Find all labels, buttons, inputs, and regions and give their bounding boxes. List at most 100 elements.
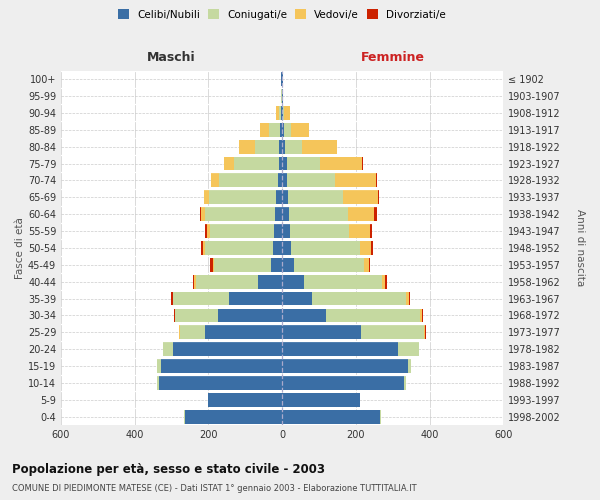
Bar [370,224,372,238]
Bar [290,123,309,136]
Bar [364,258,369,272]
Bar [281,72,282,86]
Bar [258,275,282,288]
Bar [278,156,282,170]
Bar [274,224,282,238]
Bar [361,326,424,339]
Bar [205,326,282,339]
Bar [229,292,282,306]
Bar [282,410,380,424]
Text: Maschi: Maschi [147,50,196,64]
Bar [279,106,281,120]
Bar [378,190,379,204]
Bar [287,156,320,170]
Bar [273,241,282,255]
Y-axis label: Fasce di età: Fasce di età [15,217,25,279]
Bar [282,275,304,288]
Bar [157,376,159,390]
Bar [281,106,282,120]
Bar [211,174,219,188]
Bar [282,190,288,204]
Bar [421,308,422,322]
Bar [371,241,373,255]
Bar [214,258,271,272]
Bar [282,292,311,306]
Text: COMUNE DI PIEDIMONTE MATESE (CE) - Dati ISTAT 1° gennaio 2003 - Elaborazione TUT: COMUNE DI PIEDIMONTE MATESE (CE) - Dati … [12,484,416,493]
Bar [218,308,282,322]
Bar [284,123,290,136]
Bar [424,326,425,339]
Bar [212,258,214,272]
Bar [275,190,282,204]
Bar [282,308,326,322]
Bar [201,207,205,221]
Bar [269,123,280,136]
Bar [224,156,234,170]
Bar [406,292,409,306]
Text: Popolazione per età, sesso e stato civile - 2003: Popolazione per età, sesso e stato civil… [12,462,325,475]
Y-axis label: Anni di nascita: Anni di nascita [575,210,585,286]
Bar [185,410,282,424]
Bar [282,72,283,86]
Bar [159,376,282,390]
Bar [359,393,361,406]
Bar [282,156,287,170]
Text: Femmine: Femmine [361,50,425,64]
Bar [288,190,343,204]
Bar [205,224,206,238]
Bar [219,174,278,188]
Bar [282,326,361,339]
Bar [161,359,282,373]
Bar [311,292,406,306]
Bar [234,156,278,170]
Bar [422,308,423,322]
Bar [348,207,374,221]
Bar [194,275,196,288]
Bar [374,207,377,221]
Bar [382,275,385,288]
Bar [209,190,275,204]
Bar [276,106,279,120]
Bar [349,224,370,238]
Bar [398,342,419,356]
Bar [206,224,209,238]
Bar [404,376,406,390]
Bar [425,326,426,339]
Bar [369,258,370,272]
Bar [180,326,205,339]
Bar [280,123,282,136]
Bar [326,308,421,322]
Bar [282,393,359,406]
Bar [171,292,173,306]
Bar [282,106,283,120]
Bar [200,207,201,221]
Bar [376,174,377,188]
Bar [343,190,378,204]
Bar [283,106,284,120]
Bar [282,140,285,153]
Bar [282,174,287,188]
Bar [271,258,282,272]
Bar [285,140,302,153]
Bar [208,393,282,406]
Bar [282,359,407,373]
Bar [282,376,404,390]
Bar [289,207,348,221]
Bar [335,174,376,188]
Bar [282,342,398,356]
Bar [282,241,292,255]
Bar [203,190,205,204]
Bar [201,241,203,255]
Bar [205,241,273,255]
Bar [163,342,173,356]
Bar [209,224,274,238]
Legend: Celibi/Nubili, Coniugati/e, Vedovi/e, Divorziati/e: Celibi/Nubili, Coniugati/e, Vedovi/e, Di… [114,5,450,24]
Bar [205,190,209,204]
Bar [255,140,279,153]
Bar [385,275,386,288]
Bar [157,359,161,373]
Bar [282,207,289,221]
Bar [282,224,290,238]
Bar [173,342,282,356]
Bar [292,241,359,255]
